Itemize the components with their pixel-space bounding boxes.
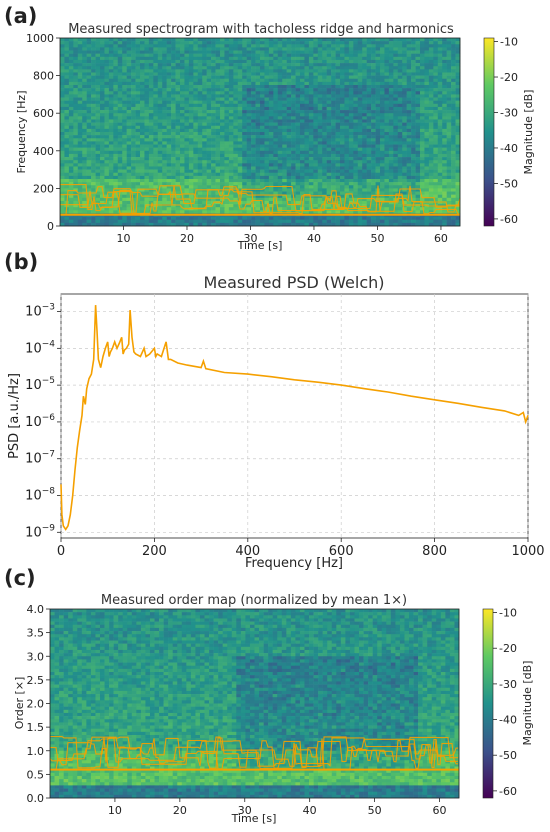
chart-c-ytick-label: 1.0 bbox=[27, 745, 45, 758]
chart-c-xtick-label: 50 bbox=[368, 804, 382, 817]
chart-b-xtick-label: 0 bbox=[57, 544, 65, 559]
colorbar-a-tick-label: -50 bbox=[500, 177, 518, 190]
chart-c-title: Measured order map (normalized by mean 1… bbox=[101, 593, 407, 608]
chart-a-ylabel: Frequency [Hz] bbox=[15, 91, 28, 174]
chart-a-ytick-label: 0 bbox=[47, 220, 54, 233]
chart-c-xtick-label: 20 bbox=[173, 804, 187, 817]
chart-a-heatmap bbox=[60, 38, 461, 227]
chart-b-ylabel: PSD [a.u./Hz] bbox=[7, 373, 22, 459]
chart-b-ytick-label: 10−5 bbox=[25, 376, 55, 393]
chart-b-xtick-label: 800 bbox=[422, 544, 447, 559]
chart-a-xtick-label: 10 bbox=[116, 232, 130, 245]
chart-b-xtick-label: 1000 bbox=[511, 544, 544, 559]
chart-c-ticks: 10 20 30 40 50 60 0.0 0.5 1.0 1.5 2.0 2.5 3.0 3.5 4.0 bbox=[27, 603, 447, 817]
colorbar-a bbox=[483, 37, 495, 227]
colorbar-c-tick-label: -50 bbox=[499, 749, 517, 762]
chart-c-ytick-label: 0.0 bbox=[27, 792, 45, 805]
colorbar-c-label: Magnitude [dB] bbox=[521, 661, 534, 746]
chart-a-xtick-label: 20 bbox=[180, 232, 194, 245]
chart-c-ytick-label: 3.0 bbox=[27, 650, 45, 663]
chart-c-xtick-label: 40 bbox=[303, 804, 317, 817]
chart-a-ytick-label: 600 bbox=[33, 107, 54, 120]
chart-c-xlabel: Time [s] bbox=[231, 812, 277, 825]
chart-a-ytick-label: 800 bbox=[33, 70, 54, 83]
colorbar-c-tick-label: -10 bbox=[499, 607, 517, 620]
colorbar-a-tick-label: -10 bbox=[500, 36, 518, 49]
chart-c-ytick-label: 2.0 bbox=[27, 698, 45, 711]
colorbar-a-label: Magnitude [dB] bbox=[522, 90, 535, 175]
chart-b-ytick-label: 10−6 bbox=[25, 413, 55, 430]
psd-series-line bbox=[60, 305, 529, 531]
chart-c-heatmap bbox=[49, 609, 460, 799]
chart-a-xtick-label: 30 bbox=[243, 232, 257, 245]
chart-b-ytick-label: 10−7 bbox=[25, 450, 55, 467]
colorbar-c-tick-label: -60 bbox=[499, 785, 517, 798]
chart-a-ytick-label: 200 bbox=[33, 182, 54, 195]
chart-c-xtick-label: 30 bbox=[238, 804, 252, 817]
chart-a-frame bbox=[59, 37, 461, 227]
chart-b-xlabel: Frequency [Hz] bbox=[245, 556, 343, 571]
colorbar-a-ticks: -10 -20 -30 -40 -50 -60 bbox=[494, 36, 518, 226]
colorbar-c bbox=[482, 608, 494, 799]
chart-b-frame bbox=[60, 293, 529, 539]
chart-c-ytick-label: 3.5 bbox=[27, 627, 45, 640]
panel-label-c: (c) bbox=[4, 566, 36, 590]
colorbar-c-tick-label: -40 bbox=[499, 714, 517, 727]
colorbar-c-tick-label: -20 bbox=[499, 642, 517, 655]
colorbar-a-tick-label: -30 bbox=[500, 106, 518, 119]
colorbar-a-tick-label: -20 bbox=[500, 71, 518, 84]
chart-b-ticks: 0 200 400 600 800 1000 10−9 10−8 10−7 10−6 10−5 10−… bbox=[25, 303, 544, 559]
chart-a-xtick-label: 50 bbox=[370, 232, 384, 245]
chart-c-ylabel: Order [×] bbox=[13, 677, 26, 730]
chart-a-ytick-label: 400 bbox=[33, 145, 54, 158]
chart-b-series bbox=[60, 305, 529, 531]
chart-c-xtick-label: 10 bbox=[108, 804, 122, 817]
chart-b-ytick-label: 10−4 bbox=[25, 339, 55, 356]
chart-a-xtick-label: 60 bbox=[434, 232, 448, 245]
chart-c-ytick-label: 2.5 bbox=[27, 674, 45, 687]
panel-label-b: (b) bbox=[4, 250, 39, 274]
chart-a-xlabel: Time [s] bbox=[237, 239, 283, 252]
chart-b-xtick-label: 600 bbox=[329, 544, 354, 559]
colorbar-a-tick-label: -40 bbox=[500, 142, 518, 155]
chart-b-ytick-label: 10−9 bbox=[25, 523, 55, 540]
panel-label-a: (a) bbox=[4, 4, 38, 28]
chart-a-xtick-label: 40 bbox=[307, 232, 321, 245]
chart-b-ytick-label: 10−8 bbox=[25, 487, 55, 504]
colorbar-a-tick-label: -60 bbox=[500, 213, 518, 226]
chart-b-xtick-label: 200 bbox=[142, 544, 167, 559]
chart-c-xtick-label: 60 bbox=[433, 804, 447, 817]
colorbar-c-ticks: -10 -20 -30 -40 -50 -60 bbox=[493, 607, 517, 798]
chart-b-xtick-label: 400 bbox=[235, 544, 260, 559]
chart-c-ytick-label: 1.5 bbox=[27, 721, 45, 734]
chart-b-ytick-label: 10−3 bbox=[25, 303, 55, 320]
chart-a-title: Measured spectrogram with tacholess ridg… bbox=[68, 22, 454, 37]
chart-a-ytick-label: 1000 bbox=[26, 32, 54, 45]
colorbar-c-tick-label: -30 bbox=[499, 678, 517, 691]
chart-b-title: Measured PSD (Welch) bbox=[203, 273, 384, 292]
chart-c-ytick-label: 4.0 bbox=[27, 603, 45, 616]
chart-c-ytick-label: 0.5 bbox=[27, 768, 45, 781]
